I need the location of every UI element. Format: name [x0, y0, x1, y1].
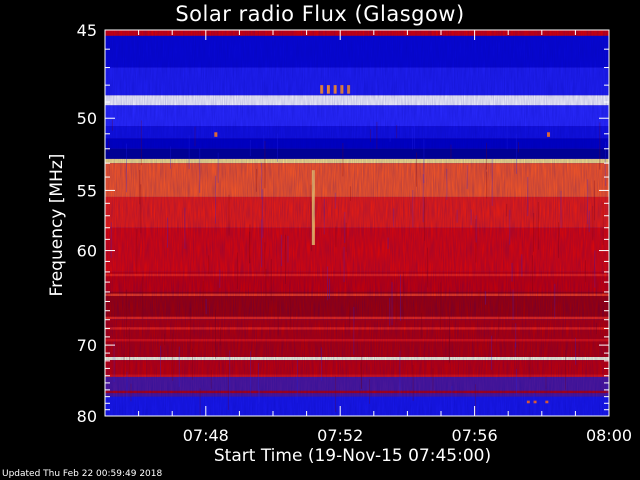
y-tick-label-45: 45 [77, 21, 97, 40]
axes: 45 50 55 60 70 80 07:48 07:52 07:56 08:00 [77, 21, 632, 445]
y-axis-label: Frequency [MHz] [47, 153, 67, 297]
x-tick-label-2: 07:56 [452, 426, 498, 445]
y-tick-label-55: 55 [77, 181, 97, 200]
y-tick-label-80: 80 [77, 407, 97, 426]
noise-overlay [105, 30, 609, 416]
x-axis-label: Start Time (19-Nov-15 07:45:00) [213, 446, 492, 466]
x-tick-label-3: 08:00 [586, 426, 632, 445]
updated-timestamp: Updated Thu Feb 22 00:59:49 2018 [2, 469, 163, 479]
x-tick-label-0: 07:48 [183, 426, 229, 445]
y-tick-label-70: 70 [77, 336, 97, 355]
y-tick-label-50: 50 [77, 109, 97, 128]
chart-title: Solar radio Flux (Glasgow) [175, 2, 465, 26]
x-tick-label-1: 07:52 [317, 426, 363, 445]
plot-frame [104, 29, 610, 417]
y-tick-label-60: 60 [77, 242, 97, 261]
